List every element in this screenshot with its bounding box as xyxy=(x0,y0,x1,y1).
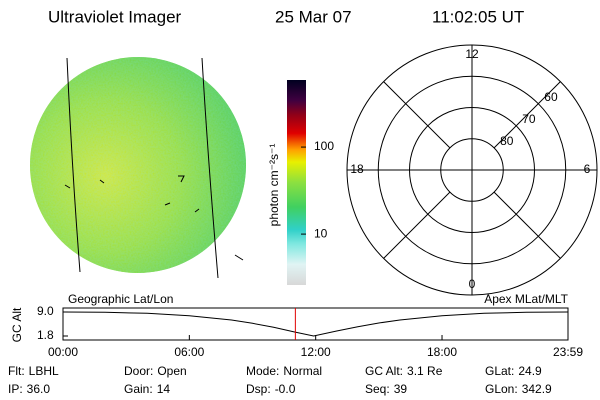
status-field: Flt: LBHL xyxy=(8,364,59,378)
field-value: 14 xyxy=(157,382,171,396)
field-label: Flt: xyxy=(8,364,25,378)
field-label: Dsp: xyxy=(246,382,271,396)
status-field: Dsp: -0.0 xyxy=(246,382,296,396)
field-label: Gain: xyxy=(124,382,153,396)
field-value: Normal xyxy=(283,364,322,378)
status-field: GLat: 24.9 xyxy=(485,364,542,378)
field-value: 39 xyxy=(394,382,408,396)
x-tick-label: 12:00 xyxy=(301,345,331,359)
mlt-label: 6 xyxy=(584,162,591,176)
date: 25 Mar 07 xyxy=(275,7,352,26)
lat-label: 80 xyxy=(500,134,514,148)
meridian xyxy=(383,191,451,259)
status-field: Door: Open xyxy=(124,364,187,378)
status-field: IP: 36.0 xyxy=(8,382,50,396)
colorbar-tick-label: 10 xyxy=(314,226,328,240)
status-field: Seq: 39 xyxy=(365,382,407,396)
field-label: Door: xyxy=(124,364,153,378)
caption: Apex MLat/MLT xyxy=(484,292,568,306)
field-label: GLat: xyxy=(485,364,514,378)
caption: Geographic Lat/Lon xyxy=(68,292,173,306)
field-label: GLon: xyxy=(485,382,518,396)
field-value: 3.1 Re xyxy=(407,364,443,378)
mlt-label: 0 xyxy=(469,277,476,291)
y-label: GC Alt xyxy=(10,307,24,342)
lat-label: 60 xyxy=(544,90,558,104)
x-tick-label: 00:00 xyxy=(48,345,78,359)
meridian xyxy=(383,81,451,149)
status-field: Gain: 14 xyxy=(124,382,170,396)
field-label: Mode: xyxy=(246,364,279,378)
time: 11:02:05 UT xyxy=(432,7,524,26)
meridian xyxy=(493,191,561,259)
field-value: 342.9 xyxy=(522,382,552,396)
field-value: 24.9 xyxy=(518,364,542,378)
lat-label: 70 xyxy=(522,112,536,126)
mlt-label: 12 xyxy=(465,47,479,61)
x-tick-label: 06:00 xyxy=(174,345,204,359)
field-label: IP: xyxy=(8,382,23,396)
colorbar xyxy=(287,80,306,285)
mlt-label: 18 xyxy=(350,162,364,176)
status-field: Mode: Normal xyxy=(246,364,322,378)
colorbar-label: photon cm⁻²s⁻¹ xyxy=(267,144,281,227)
x-tick-label: 23:59 xyxy=(553,345,583,359)
colorbar-tick-label: 100 xyxy=(314,139,334,153)
y-tick-label: 1.8 xyxy=(37,328,54,342)
field-label: Seq: xyxy=(365,382,390,396)
field-label: GC Alt: xyxy=(365,364,403,378)
status-field: GC Alt: 3.1 Re xyxy=(365,364,443,378)
altitude-curve xyxy=(62,311,569,337)
field-value: Open xyxy=(157,364,186,378)
y-tick-label: 9.0 xyxy=(37,304,54,318)
instrument: Ultraviolet Imager xyxy=(48,7,182,26)
status-field: GLon: 342.9 xyxy=(485,382,552,396)
meridian xyxy=(493,81,561,149)
field-value: 36.0 xyxy=(27,382,51,396)
x-tick-label: 18:00 xyxy=(427,345,457,359)
field-value: LBHL xyxy=(29,364,59,378)
earth-image xyxy=(30,57,246,279)
field-value: -0.0 xyxy=(275,382,296,396)
